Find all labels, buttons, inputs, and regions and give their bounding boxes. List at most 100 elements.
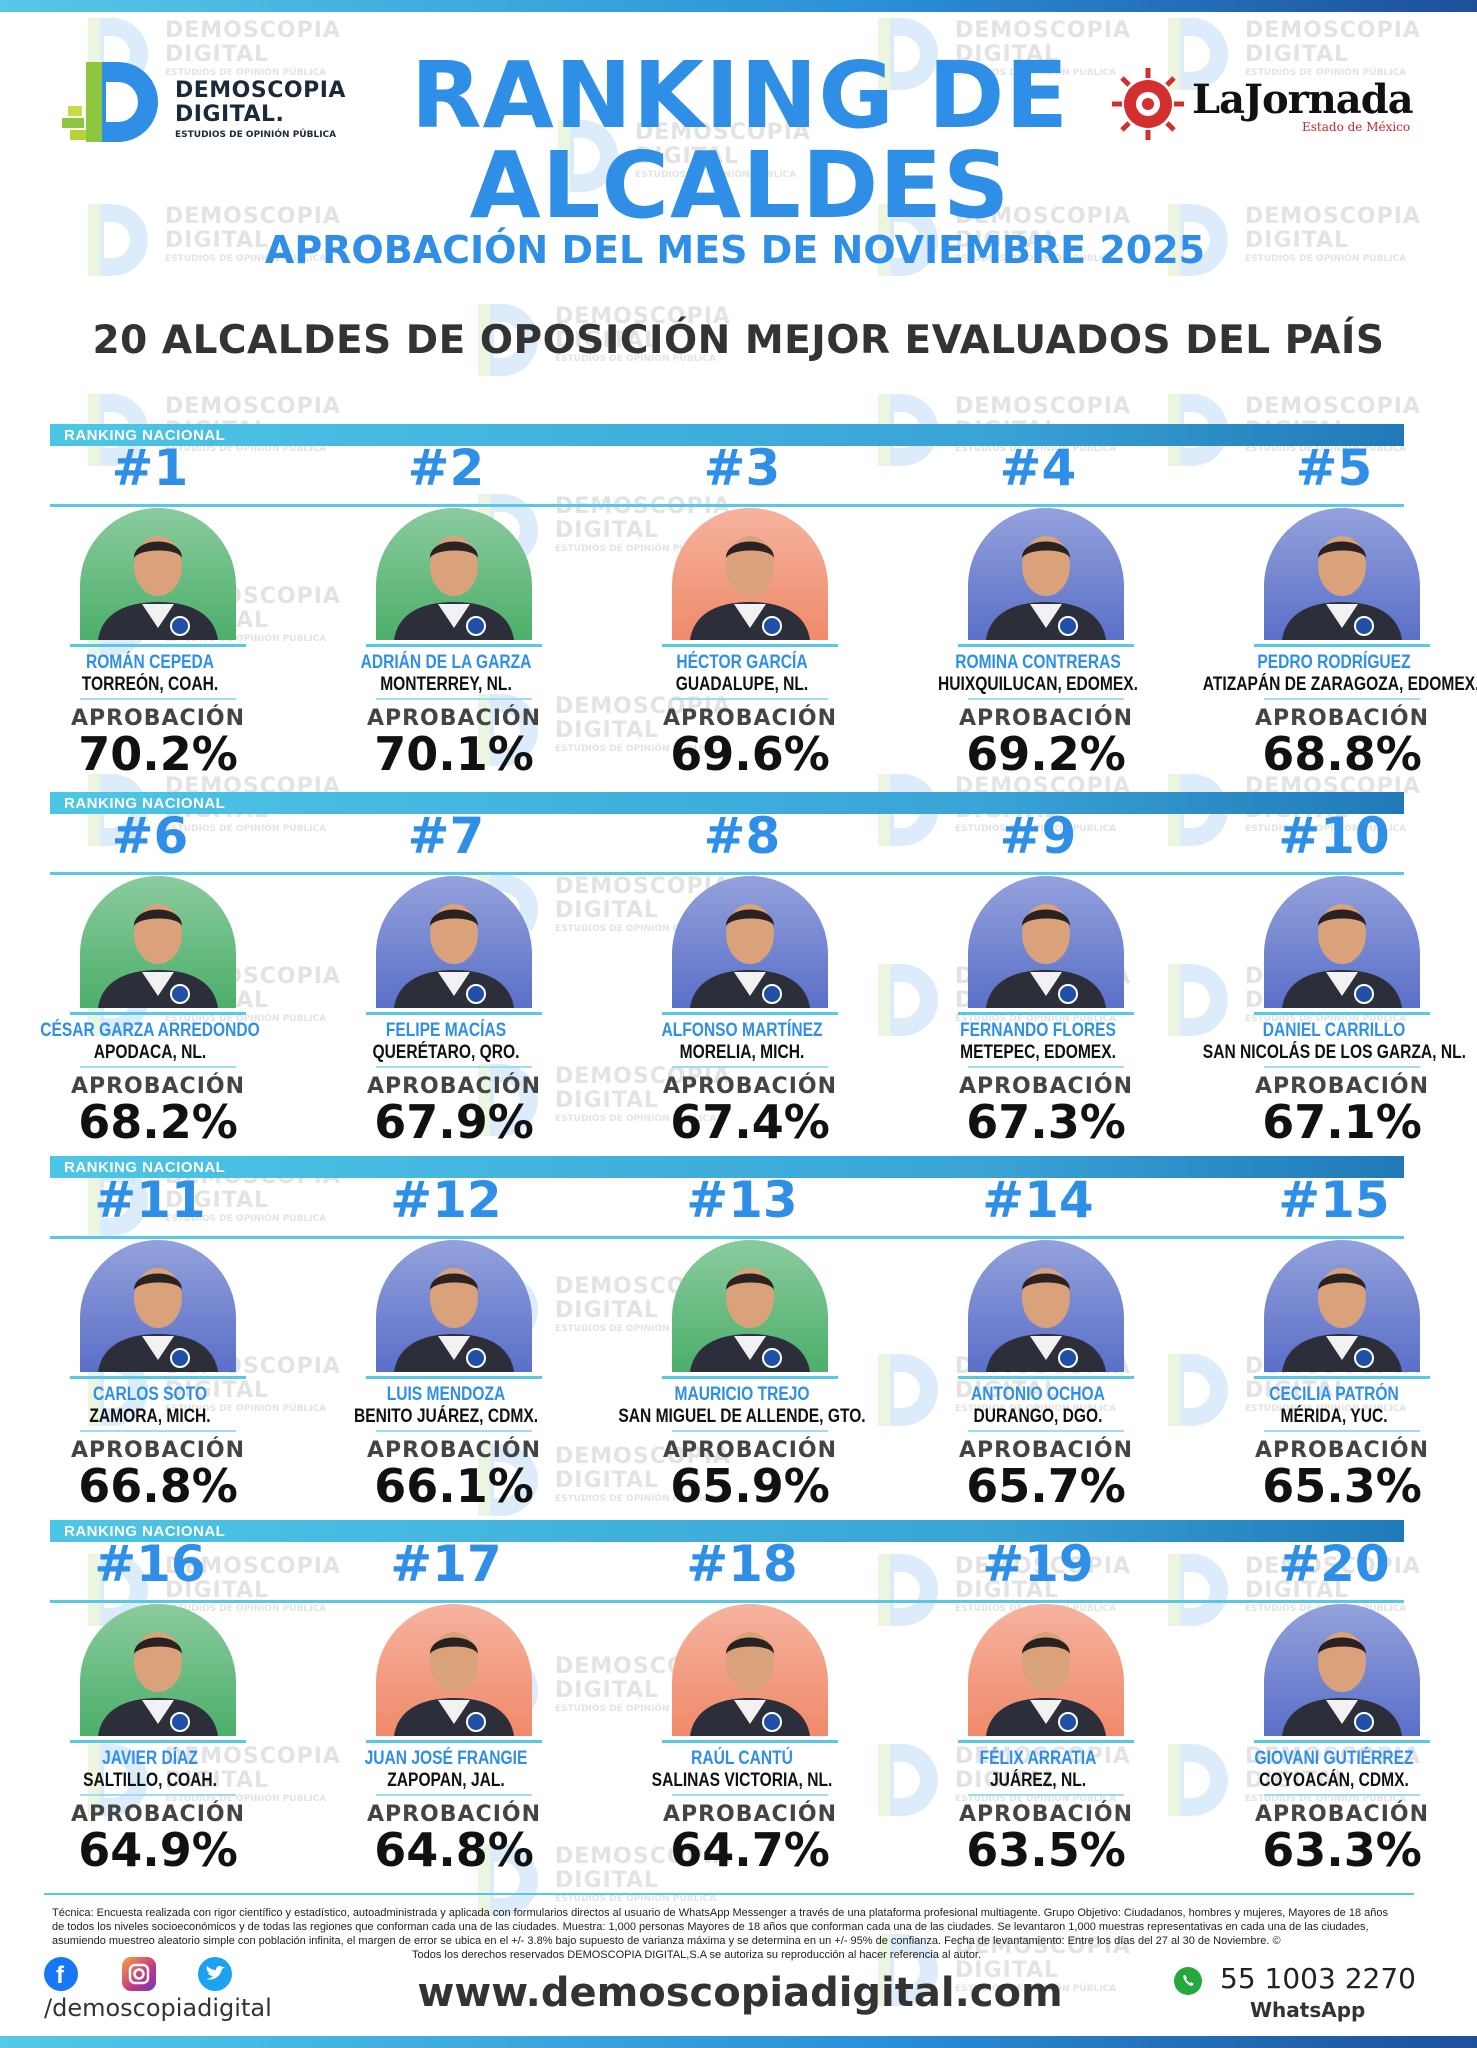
person-silhouette-icon xyxy=(672,1240,828,1372)
phone-number[interactable]: 55 1003 2270 xyxy=(1220,1962,1416,1995)
rank-number: #1 xyxy=(111,439,189,497)
section-headline: 20 ALCALDES DE OPOSICIÓN MEJOR EVALUADOS… xyxy=(92,318,1385,363)
rank-divider xyxy=(50,1236,1404,1239)
mayor-photo xyxy=(1264,876,1420,1008)
person-silhouette-icon xyxy=(376,1240,532,1372)
mayor-photo xyxy=(376,876,532,1008)
rank-number: #3 xyxy=(703,439,781,497)
city-underline xyxy=(672,698,828,700)
mayor-city: METEPEC, EDOMEX. xyxy=(960,1042,1116,1063)
approval-value: 69.2% xyxy=(966,727,1126,781)
person-silhouette-icon xyxy=(1264,876,1420,1008)
whatsapp-label: WhatsApp xyxy=(1250,1998,1366,2022)
mayor-name: ROMÁN CEPEDA xyxy=(85,652,215,673)
rank-divider xyxy=(50,872,1404,875)
approval-label: APROBACIÓN xyxy=(70,1802,246,1827)
city-underline xyxy=(672,1794,828,1796)
facebook-icon[interactable]: f xyxy=(44,1957,78,1991)
city-underline xyxy=(376,1794,532,1796)
mayor-photo xyxy=(80,876,236,1008)
approval-value: 63.5% xyxy=(966,1823,1126,1877)
rank-number: #20 xyxy=(1278,1535,1390,1593)
watermark-logo-icon xyxy=(88,204,148,276)
mayor-photo xyxy=(1264,1604,1420,1736)
approval-label: APROBACIÓN xyxy=(662,706,838,731)
approval-value: 70.2% xyxy=(78,727,238,781)
approval-value: 66.1% xyxy=(374,1459,534,1513)
mayor-city: MÉRIDA, YUC. xyxy=(1280,1406,1388,1427)
mayor-photo xyxy=(672,1240,828,1372)
page-title-line1: RANKING DE xyxy=(410,42,1070,149)
rank-number: #14 xyxy=(982,1171,1094,1229)
watermark-line1: DEMOSCOPIA xyxy=(165,204,341,229)
mayor-name: CARLOS SOTO xyxy=(93,1384,207,1405)
page-subtitle: APROBACIÓN DEL MES DE NOVIEMBRE 2025 xyxy=(264,228,1206,272)
approval-value: 64.8% xyxy=(374,1823,534,1877)
mayor-photo xyxy=(968,876,1124,1008)
watermark-line1: DEMOSCOPIA xyxy=(1245,18,1421,43)
mayor-card: #3 HÉCTOR GARCÍA GUADALUPE, NL. APROBACIÓN 6… xyxy=(602,440,882,780)
approval-value: 64.9% xyxy=(78,1823,238,1877)
mayor-city: SAN MIGUEL DE ALLENDE, GTO. xyxy=(618,1406,866,1427)
mayor-name: GIOVANI GUTIÉRREZ xyxy=(1254,1748,1414,1769)
whatsapp-icon[interactable] xyxy=(1174,1967,1202,1995)
city-underline xyxy=(968,698,1124,700)
approval-value: 68.2% xyxy=(78,1095,238,1149)
city-underline xyxy=(968,1430,1124,1432)
mayor-name: RAÚL CANTÚ xyxy=(691,1748,793,1769)
approval-label: APROBACIÓN xyxy=(958,706,1134,731)
brand-tagline: ESTUDIOS DE OPINIÓN PÚBLICA xyxy=(175,130,337,140)
person-silhouette-icon xyxy=(80,1604,236,1736)
mayor-photo xyxy=(1264,1240,1420,1372)
mayor-card: #6 CÉSAR GARZA ARREDONDO APODACA, NL. APROB… xyxy=(10,808,290,1148)
social-handle[interactable]: /demoscopiadigital xyxy=(44,1994,272,2022)
city-underline xyxy=(672,1066,828,1068)
rank-number: #6 xyxy=(111,807,189,865)
mayor-name: LUIS MENDOZA xyxy=(386,1384,506,1405)
rank-number: #11 xyxy=(94,1171,206,1229)
approval-value: 63.3% xyxy=(1262,1823,1422,1877)
approval-label: APROBACIÓN xyxy=(366,1802,542,1827)
watermark-line1: DEMOSCOPIA xyxy=(1245,204,1421,229)
sun-icon xyxy=(1112,68,1184,140)
mayor-card: #19 FÉLIX ARRATIA JUÁREZ, NL. APROBACIÓN 63.… xyxy=(898,1536,1178,1876)
brand-name-line1: DEMOSCOPIA xyxy=(175,78,346,103)
twitter-icon[interactable] xyxy=(198,1957,232,1991)
photo-underline xyxy=(366,1740,542,1743)
photo-underline xyxy=(366,1012,542,1015)
mayor-photo xyxy=(376,508,532,640)
mayor-city: DURANGO, DGO. xyxy=(973,1406,1103,1427)
person-silhouette-icon xyxy=(376,1604,532,1736)
city-underline xyxy=(1264,1794,1420,1796)
mayor-city: SALINAS VICTORIA, NL. xyxy=(651,1770,833,1791)
approval-label: APROBACIÓN xyxy=(662,1074,838,1099)
rank-number: #18 xyxy=(686,1535,798,1593)
city-underline xyxy=(80,1794,236,1796)
rank-number: #19 xyxy=(982,1535,1094,1593)
person-silhouette-icon xyxy=(80,1240,236,1372)
ranking-band-label: RANKING NACIONAL xyxy=(64,795,226,812)
methodology-note: Técnica: Encuesta realizada con rigor ci… xyxy=(52,1906,1402,1962)
bottom-accent-bar xyxy=(0,2036,1477,2048)
photo-underline xyxy=(70,1376,246,1379)
ranking-band: RANKING NACIONAL xyxy=(50,424,1404,446)
photo-underline xyxy=(958,644,1134,647)
rank-number: #9 xyxy=(999,807,1077,865)
demoscopia-logo: DEMOSCOPIA DIGITAL. ESTUDIOS DE OPINIÓN … xyxy=(62,60,362,150)
mayor-card: #5 PEDRO RODRÍGUEZ ATIZAPÁN DE ZARAGOZA, E… xyxy=(1194,440,1477,780)
person-silhouette-icon xyxy=(80,876,236,1008)
photo-underline xyxy=(1254,644,1430,647)
mayor-name: JAVIER DÍAZ xyxy=(102,1748,198,1769)
mayor-name: CÉSAR GARZA ARREDONDO xyxy=(40,1020,260,1041)
mayor-city: TORREÓN, COAH. xyxy=(81,674,219,695)
photo-underline xyxy=(70,644,246,647)
website-link[interactable]: www.demoscopiadigital.com xyxy=(417,1970,1063,2016)
mayor-card: #7 FELIPE MACÍAS QUERÉTARO, QRO. APROBACIÓN… xyxy=(306,808,586,1148)
la-jornada-logo: LaJornada Estado de México xyxy=(1110,66,1414,146)
mayor-name: FÉLIX ARRATIA xyxy=(979,1748,1097,1769)
city-underline xyxy=(968,1794,1124,1796)
mayor-name: PEDRO RODRÍGUEZ xyxy=(1257,652,1411,673)
instagram-icon[interactable] xyxy=(122,1957,156,1991)
ranking-band: RANKING NACIONAL xyxy=(50,792,1404,814)
person-silhouette-icon xyxy=(968,1240,1124,1372)
